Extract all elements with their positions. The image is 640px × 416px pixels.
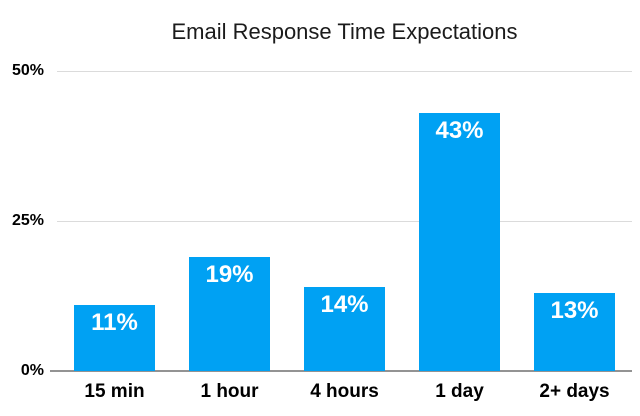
gridline <box>57 71 632 72</box>
x-axis-category-label: 2+ days <box>539 381 610 402</box>
bar-value-label: 19% <box>205 261 254 288</box>
chart-title: Email Response Time Expectations <box>171 19 518 44</box>
x-axis-category-label: 15 min <box>84 381 145 402</box>
x-axis-category-label: 4 hours <box>310 381 379 402</box>
bar-value-label: 14% <box>320 291 369 318</box>
x-axis-category-label: 1 day <box>435 381 484 402</box>
y-axis-tick-label: 0% <box>20 362 44 379</box>
y-axis-tick-label: 25% <box>11 212 44 229</box>
y-axis-tick-label: 50% <box>11 62 44 79</box>
bar: 14% <box>304 287 385 371</box>
gridline <box>57 221 632 222</box>
bar-value-label: 43% <box>435 117 484 144</box>
bar: 11% <box>74 305 155 371</box>
bar: 19% <box>189 257 270 371</box>
bar-value-label: 13% <box>550 297 599 324</box>
bar-value-label: 11% <box>91 309 138 336</box>
x-axis-category-label: 1 hour <box>200 381 259 402</box>
bar: 13% <box>534 293 615 371</box>
bar: 43% <box>419 113 500 371</box>
